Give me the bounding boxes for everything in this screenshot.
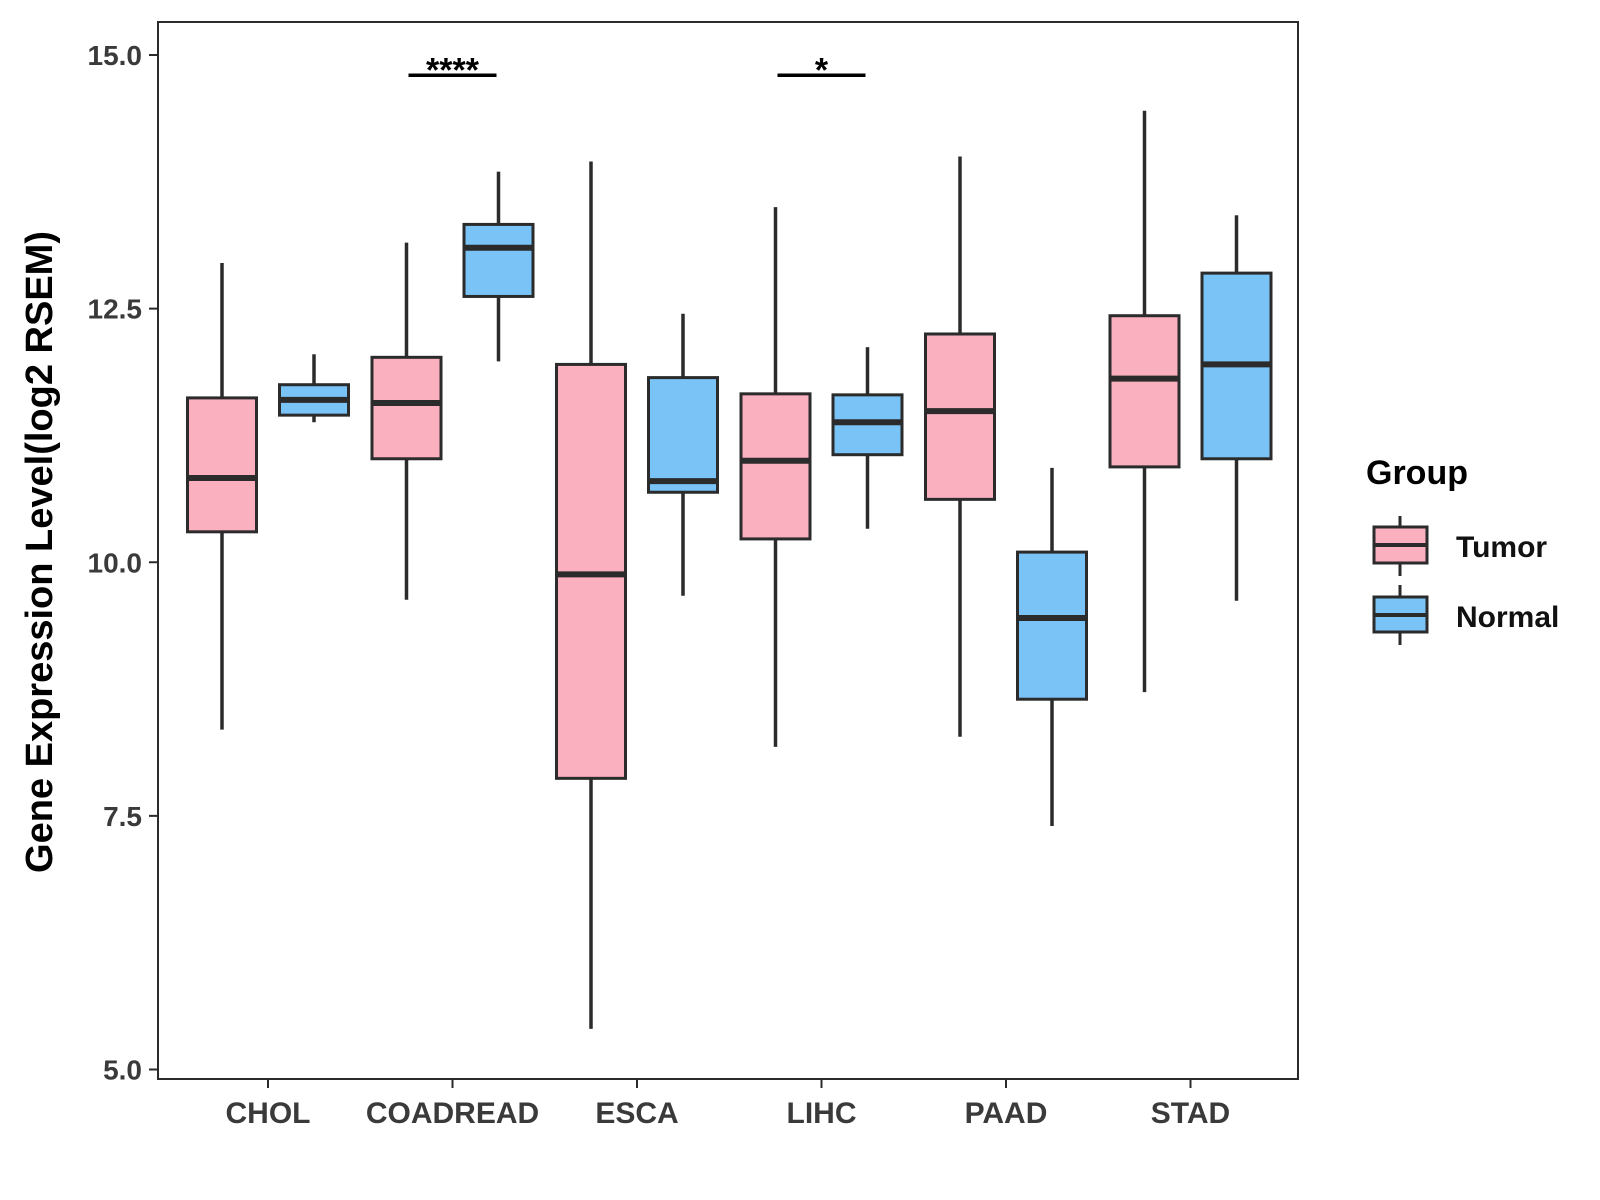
y-tick-label: 7.5 xyxy=(103,801,142,832)
box-iqr xyxy=(739,392,812,541)
box-tumor-lihc xyxy=(739,207,812,747)
box-tumor-paad xyxy=(924,156,996,737)
legend-label-normal: Normal xyxy=(1456,601,1559,634)
x-tick-label: COADREAD xyxy=(366,1097,539,1130)
x-tick-label: LIHC xyxy=(787,1097,857,1130)
box-normal-paad xyxy=(1016,467,1088,827)
legend-label-tumor: Tumor xyxy=(1456,531,1547,564)
box-normal-lihc xyxy=(831,347,904,529)
y-axis: 5.0 7.5 10.0 12.5 15.0 xyxy=(88,40,158,1086)
box-iqr xyxy=(1016,550,1088,701)
x-axis: CHOL COADREAD ESCA LIHC PAAD STAD xyxy=(226,1079,1230,1130)
legend: Group Tumor Normal xyxy=(1366,454,1559,645)
y-tick-label: 5.0 xyxy=(103,1055,142,1086)
box-iqr xyxy=(1108,314,1181,469)
y-tick-label: 12.5 xyxy=(88,294,143,325)
box-iqr xyxy=(555,362,627,780)
significance-layer: **** * xyxy=(408,51,866,89)
box-tumor-coadread xyxy=(370,242,443,600)
box-iqr xyxy=(462,222,535,298)
box-tumor-chol xyxy=(186,262,258,730)
box-normal-chol xyxy=(278,354,350,423)
x-tick-label: CHOL xyxy=(226,1097,311,1130)
box-normal-coadread xyxy=(462,171,535,362)
box-tumor-stad xyxy=(1108,110,1181,693)
plot-panel xyxy=(157,21,1299,1080)
box-normal-stad xyxy=(1200,215,1273,601)
x-tick-label: ESCA xyxy=(595,1097,678,1130)
legend-item-tumor: Tumor xyxy=(1372,516,1547,576)
y-axis-title: Gene Expression Level(log2 RSEM) xyxy=(19,231,61,873)
legend-title: Group xyxy=(1366,454,1468,492)
box-iqr xyxy=(924,332,996,501)
significance-label: **** xyxy=(426,51,480,89)
box-layer xyxy=(186,110,1273,1029)
box-iqr xyxy=(370,355,443,461)
significance-label: * xyxy=(815,51,829,89)
box-tumor-esca xyxy=(555,161,627,1029)
legend-item-normal: Normal xyxy=(1372,585,1559,645)
y-tick-label: 10.0 xyxy=(88,547,143,578)
x-tick-label: STAD xyxy=(1151,1097,1230,1130)
box-normal-esca xyxy=(647,313,719,596)
x-tick-label: PAAD xyxy=(965,1097,1048,1130)
y-tick-label: 15.0 xyxy=(88,40,143,71)
box-iqr xyxy=(647,376,719,494)
box-iqr xyxy=(186,396,258,534)
